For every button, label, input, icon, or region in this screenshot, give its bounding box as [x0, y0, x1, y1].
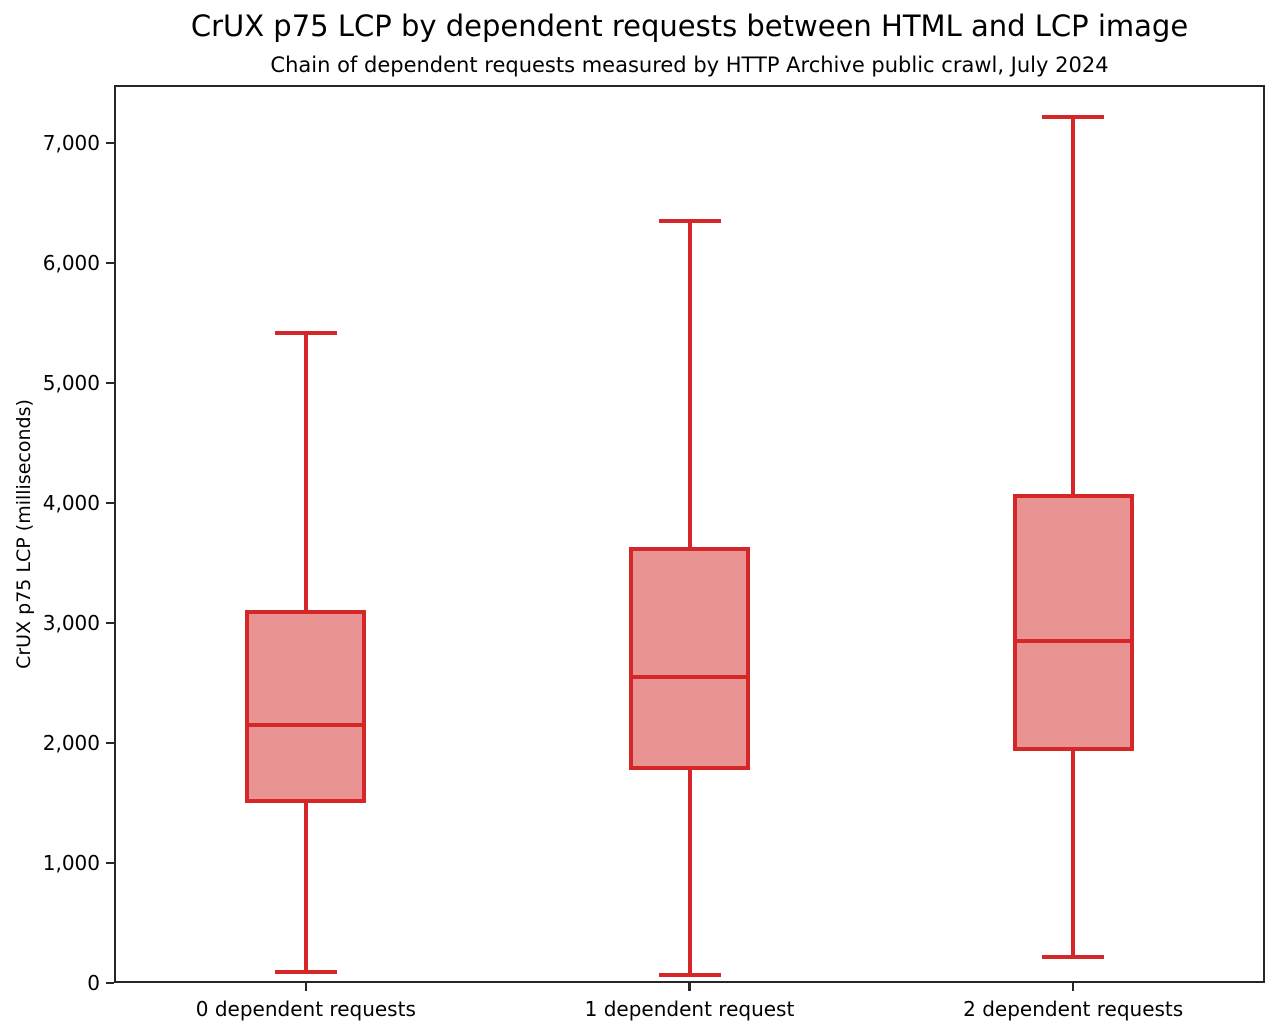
x-tick-mark	[304, 983, 308, 991]
y-tick-label: 1,000	[42, 850, 100, 875]
whisker-cap-top	[274, 330, 337, 335]
y-tick-label: 6,000	[42, 250, 100, 275]
y-tick-mark	[106, 261, 114, 265]
y-tick-label: 3,000	[42, 610, 100, 635]
boxplot-box	[1012, 493, 1134, 751]
y-tick-mark	[106, 141, 114, 145]
median-line	[1014, 638, 1132, 643]
y-tick-mark	[106, 861, 114, 865]
x-tick-label: 0 dependent requests	[195, 997, 416, 1021]
whisker-cap-top	[658, 218, 721, 223]
y-tick-mark	[106, 741, 114, 745]
median-line	[631, 674, 748, 679]
y-tick-label: 5,000	[42, 370, 100, 395]
whisker-lower	[1071, 748, 1076, 957]
x-tick-label: 1 dependent request	[584, 997, 795, 1021]
boxplot-box	[629, 546, 750, 771]
plot-area: 0 1,000 2,000 3,000 4,000 5,000 6,000 7,000 0 de…	[43, 85, 1265, 1021]
chart-title: CrUX p75 LCP by dependent requests betwe…	[190, 9, 1189, 43]
x-tick-label: 2 dependent requests	[963, 997, 1184, 1021]
y-tick-mark	[106, 981, 114, 985]
y-tick-mark	[106, 501, 114, 505]
whisker-cap-bottom	[658, 972, 721, 977]
x-tick-mark	[1071, 983, 1075, 991]
y-tick-mark	[106, 381, 114, 385]
boxplot-box	[245, 610, 367, 803]
whisker-cap-top	[1042, 114, 1105, 119]
x-tick-mark	[688, 983, 691, 991]
y-tick-label: 0	[87, 971, 100, 995]
y-tick-mark	[106, 621, 114, 625]
whisker-upper	[687, 220, 692, 549]
chart-subtitle: Chain of dependent requests measured by …	[270, 53, 1109, 77]
whisker-upper	[1071, 116, 1076, 496]
whisker-cap-bottom	[274, 970, 337, 975]
y-tick-label: 7,000	[42, 130, 100, 155]
whisker-lower	[687, 768, 692, 975]
y-tick-label: 4,000	[42, 490, 100, 515]
y-tick-label: 2,000	[42, 730, 100, 755]
whisker-upper	[303, 332, 308, 613]
whisker-cap-bottom	[1042, 954, 1105, 959]
whisker-lower	[303, 800, 308, 973]
median-line	[247, 722, 365, 727]
